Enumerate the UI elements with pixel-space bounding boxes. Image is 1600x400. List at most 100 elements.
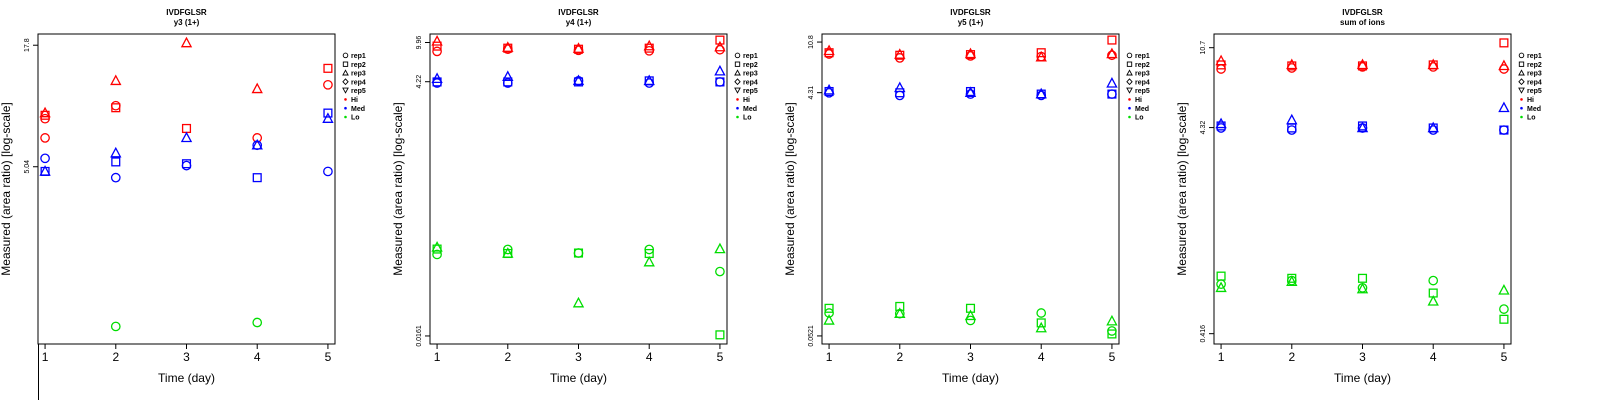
series-med: [431, 64, 726, 88]
data-point: [1286, 125, 1297, 135]
legend-symbol: [1518, 61, 1525, 67]
legend-label: rep5: [1135, 88, 1150, 95]
data-point: [110, 146, 122, 158]
data-point: [1287, 273, 1297, 283]
legend-symbol: [1128, 106, 1131, 110]
y-axis-label: Measured (area ratio) [log-scale]: [391, 102, 405, 275]
data-point: [1215, 54, 1227, 66]
x-axis-label: Time (day): [550, 371, 607, 385]
legend-label: Hi: [1527, 97, 1534, 104]
y-tick-label: 17.8: [24, 38, 31, 52]
legend-item: rep5: [734, 87, 758, 95]
data-point: [1106, 314, 1118, 326]
legend-item: rep3: [1126, 69, 1150, 78]
legend-item: rep5: [342, 87, 366, 95]
data-point: [1215, 117, 1227, 129]
legend-item: Med: [1128, 106, 1149, 113]
data-point: [715, 266, 725, 277]
data-point: [110, 100, 121, 111]
data-point: [715, 77, 725, 87]
legend-symbol: [734, 69, 741, 76]
data-point: [1499, 125, 1509, 135]
data-point: [110, 74, 122, 86]
data-point: [1427, 295, 1439, 306]
data-point: [1107, 89, 1117, 99]
data-point: [181, 160, 192, 171]
data-point: [1498, 101, 1510, 113]
legend-label: Lo: [351, 115, 360, 122]
legend-symbol: [342, 87, 349, 94]
legend-symbol: [1520, 115, 1523, 119]
data-point: [1499, 125, 1509, 135]
legend-symbol: [1520, 98, 1523, 101]
data-point: [111, 157, 121, 167]
series-lo: [1215, 271, 1510, 324]
x-tick-label: 1: [826, 350, 833, 364]
data-point: [1498, 284, 1510, 295]
legend-label: Lo: [1135, 115, 1144, 122]
data-point: [714, 40, 726, 52]
data-point: [181, 159, 192, 169]
data-point: [1356, 282, 1369, 294]
legend-label: rep5: [743, 88, 758, 95]
x-tick-label: 2: [112, 350, 119, 364]
legend-label: rep3: [351, 71, 366, 78]
data-point: [1357, 273, 1368, 283]
data-point: [1499, 314, 1509, 324]
y-tick-label: 4.22: [416, 75, 423, 89]
series-hi: [431, 35, 726, 57]
legend-label: rep2: [743, 62, 758, 69]
legend-label: rep4: [743, 79, 758, 86]
legend-label: rep1: [743, 53, 758, 60]
legend-symbol: [1126, 69, 1133, 76]
data-point: [431, 72, 443, 84]
data-point: [1286, 58, 1298, 70]
data-point: [1106, 77, 1118, 88]
legend-symbol: [344, 106, 347, 110]
data-point: [714, 64, 726, 76]
x-axis-label: Time (day): [942, 371, 999, 385]
legend-symbol: [1518, 78, 1525, 86]
legend-symbol: [1126, 78, 1133, 86]
legend-symbol: [1126, 52, 1133, 59]
data-point: [715, 35, 725, 45]
legend-label: Med: [1527, 106, 1541, 113]
data-point: [502, 247, 514, 258]
legend-item: Lo: [736, 115, 752, 122]
data-point: [1035, 87, 1047, 99]
legend-label: Hi: [743, 97, 750, 104]
chart-subtitle: sum of ions: [1340, 18, 1385, 27]
x-tick-label: 3: [183, 350, 190, 364]
data-point: [1107, 329, 1117, 339]
data-point: [181, 123, 192, 134]
data-point: [823, 314, 835, 325]
data-point: [964, 309, 977, 321]
legend-symbol: [342, 78, 349, 86]
legend-label: Hi: [351, 97, 358, 104]
legend-item: rep4: [734, 78, 758, 86]
data-point: [1499, 304, 1509, 314]
y-tick-label: 4.32: [1200, 121, 1207, 135]
data-point: [823, 44, 835, 56]
plot-frame: [1213, 33, 1512, 345]
legend-symbol: [342, 69, 349, 76]
legend-label: Hi: [1135, 97, 1142, 104]
data-point: [894, 48, 906, 59]
legend-label: rep2: [351, 62, 366, 69]
data-point: [503, 77, 513, 87]
x-tick-label: 4: [1430, 350, 1437, 364]
legend-item: rep5: [1518, 87, 1542, 95]
chart-title: IVDFGLSR: [1342, 8, 1383, 17]
data-point: [502, 41, 514, 52]
data-point: [894, 307, 906, 318]
series-lo: [431, 241, 726, 340]
legend-label: Med: [1135, 106, 1149, 113]
data-point: [1036, 308, 1047, 318]
y-tick-label: 4.31: [808, 86, 815, 100]
data-point: [323, 166, 333, 177]
data-point: [110, 321, 121, 332]
legend-label: Lo: [743, 115, 752, 122]
data-point: [895, 301, 905, 311]
